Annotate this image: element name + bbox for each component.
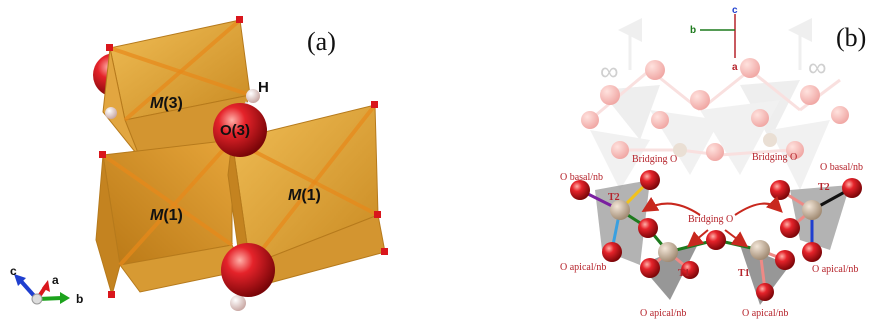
label-t1-right: T1 bbox=[738, 268, 750, 279]
m1-left-label: M(1) bbox=[150, 207, 183, 224]
hydrogen-label: H bbox=[258, 79, 269, 96]
vertex-atom bbox=[99, 151, 106, 158]
axis-a-label: a bbox=[52, 273, 59, 287]
label-t2-left: T2 bbox=[608, 192, 620, 203]
axes-triad-b: c b a bbox=[690, 5, 738, 73]
o3-label: O(3) bbox=[220, 122, 250, 139]
oxygen-atom-bottom bbox=[221, 243, 275, 297]
vertex-atom bbox=[236, 16, 243, 23]
hydrogen-atom-back bbox=[105, 107, 117, 119]
label-o-basal-left: O basal/nb bbox=[560, 172, 603, 183]
axis-b-label: b bbox=[76, 292, 83, 306]
panel-b-label: (b) bbox=[836, 23, 866, 52]
hydrogen-atom-o3 bbox=[246, 89, 260, 103]
vertex-atom bbox=[381, 248, 388, 255]
m3-label: M(3) bbox=[150, 95, 183, 112]
panel-b-labels: Bridging O Bridging O O basal/nb O basal… bbox=[560, 152, 863, 319]
label-t2-right: T2 bbox=[818, 182, 830, 193]
axis-c-label-b: c bbox=[732, 5, 738, 16]
axis-b-label-b: b bbox=[690, 25, 696, 36]
axes-triad-a: c a b bbox=[10, 264, 83, 306]
axis-a-label-b: a bbox=[732, 62, 738, 73]
vertex-atom bbox=[374, 211, 381, 218]
oxygen-atom-o3 bbox=[213, 103, 267, 157]
label-o-apical-bottom-left: O apical/nb bbox=[640, 308, 686, 319]
label-o-basal-right: O basal/nb bbox=[820, 162, 863, 173]
panel-b: (b) c b a bbox=[560, 5, 866, 319]
foreground-oxygens bbox=[570, 170, 862, 301]
axis-c-label: c bbox=[10, 264, 17, 278]
hydrogen-atom-bottom bbox=[230, 295, 246, 311]
label-o-apical-right: O apical/nb bbox=[812, 264, 858, 275]
m1-right-label: M(1) bbox=[288, 187, 321, 204]
label-o-apical-left: O apical/nb bbox=[560, 262, 606, 273]
rotation-arrows bbox=[641, 195, 783, 248]
panel-a: (a) H O(3) M(3) M(1) M(1) c a b bbox=[10, 16, 388, 311]
faded-atoms bbox=[581, 58, 849, 161]
label-o-apical-bottom-right: O apical/nb bbox=[742, 308, 788, 319]
label-bridging-o-right: Bridging O bbox=[752, 152, 797, 163]
m1-left-octahedron bbox=[95, 138, 246, 297]
faded-chain bbox=[589, 18, 841, 190]
m1-right-octahedron bbox=[227, 103, 386, 286]
vertex-atom bbox=[106, 44, 113, 51]
tetrahedral-centers bbox=[610, 200, 822, 262]
infinity-right: ∞ bbox=[808, 52, 827, 82]
vertex-atom bbox=[108, 291, 115, 298]
infinity-left: ∞ bbox=[600, 56, 619, 86]
label-bridging-o-left: Bridging O bbox=[632, 154, 677, 165]
label-bridging-o-center: Bridging O bbox=[688, 214, 733, 225]
vertex-atom bbox=[371, 101, 378, 108]
panel-a-label: (a) bbox=[307, 27, 336, 56]
label-t1-left: T1 bbox=[678, 268, 690, 279]
